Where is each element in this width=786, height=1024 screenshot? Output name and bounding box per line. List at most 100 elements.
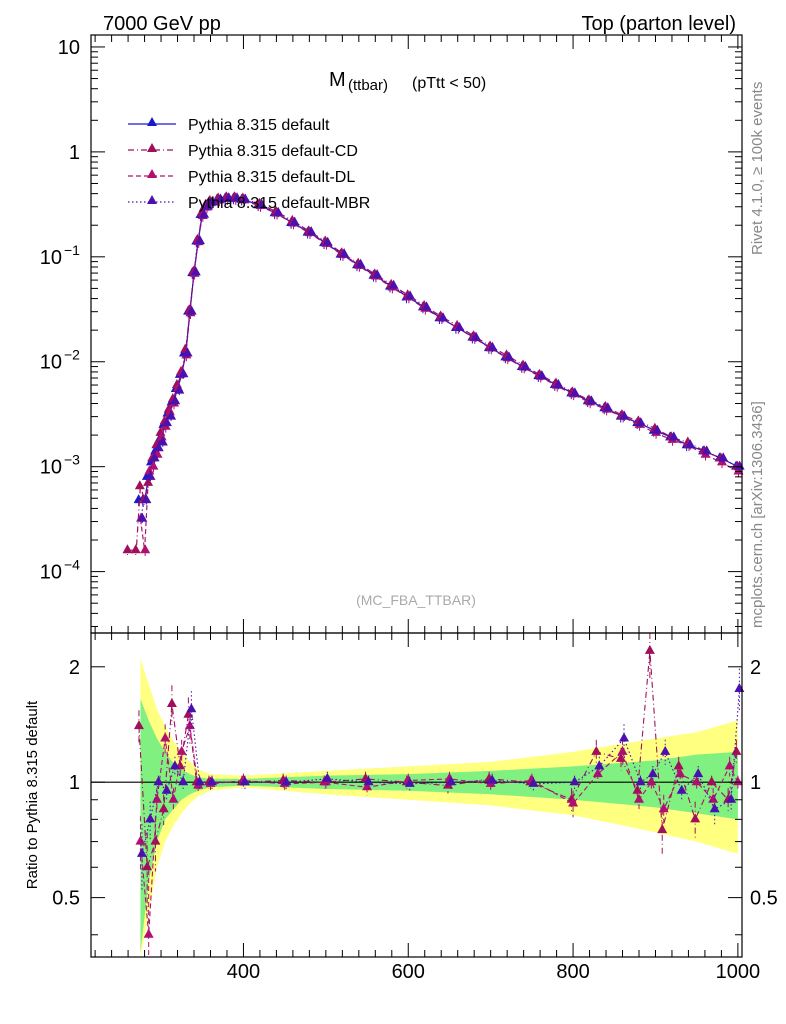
- data-point: [130, 544, 141, 554]
- ratio-data-point: [619, 732, 630, 742]
- ratio-data-point: [363, 776, 374, 786]
- plot-title-main: M: [329, 69, 346, 91]
- ratio-data-point: [675, 768, 686, 778]
- ratio-plot-frame: [90, 632, 743, 958]
- data-point: [405, 290, 416, 300]
- series-line-mbr: [139, 197, 739, 519]
- data-point: [232, 192, 243, 202]
- ratio-data-point: [184, 720, 195, 730]
- ratio-data-point: [658, 803, 669, 813]
- ratio-uncertainty-band-outer: [140, 658, 738, 957]
- main-y-tick-exponent: −2: [64, 347, 80, 363]
- legend-entry-default: Pythia 8.315 default: [128, 117, 330, 134]
- ratio-data-point: [176, 745, 187, 755]
- ratio-data-point: [281, 776, 292, 786]
- ratio-data-point: [133, 720, 144, 730]
- data-point: [178, 368, 189, 378]
- data-point: [256, 198, 267, 208]
- legend-label-mbr: Pythia 8.315 default-MBR: [188, 195, 370, 212]
- ratio-data-point: [169, 760, 180, 770]
- ratio-data-point: [362, 781, 373, 791]
- legend-entry-mbr: Pythia 8.315 default-MBR: [128, 195, 370, 212]
- ratio-data-point: [445, 776, 456, 786]
- data-point: [652, 424, 663, 434]
- data-point: [454, 321, 465, 331]
- ratio-data-point: [194, 776, 205, 786]
- ratio-series-mbr: [136, 668, 745, 891]
- main-y-tick-label: 10: [40, 352, 62, 374]
- legend-marker-cd: [147, 143, 157, 152]
- data-point: [355, 258, 366, 268]
- data-point: [144, 465, 155, 475]
- ratio-data-point: [635, 776, 646, 786]
- ratio-data-point: [145, 813, 156, 823]
- data-point: [520, 361, 531, 371]
- rivet-side-label: Rivet 4.1.0, ≥ 100k events: [749, 82, 766, 255]
- data-point: [223, 192, 234, 202]
- mcplots-side-label: mcplots.cern.ch [arXiv:1306.3436]: [749, 401, 766, 628]
- data-point: [289, 216, 300, 226]
- data-point: [553, 379, 564, 389]
- ratio-data-point: [693, 768, 704, 778]
- data-point: [306, 226, 317, 236]
- data-point: [190, 266, 201, 276]
- legend: Pythia 8.315 default Pythia 8.315 defaul…: [128, 117, 370, 212]
- ratio-y-tick-label: 1: [69, 772, 80, 794]
- ratio-data-point: [732, 776, 743, 786]
- series-mbr: [137, 192, 745, 525]
- ratio-data-point: [528, 777, 539, 787]
- main-y-tick-label: 10: [40, 562, 62, 584]
- ratio-data-point: [151, 793, 162, 803]
- data-point: [137, 512, 148, 522]
- main-y-tick-label: 10: [40, 457, 62, 479]
- plot-title-sub: (ttbar): [348, 77, 388, 94]
- legend-label-default: Pythia 8.315 default: [188, 117, 330, 134]
- main-y-tick-label: 1: [69, 142, 80, 164]
- legend-marker-dl: [147, 169, 157, 178]
- data-point: [134, 480, 145, 490]
- ratio-data-point: [708, 793, 719, 803]
- ratio-data-point: [646, 776, 657, 786]
- data-point: [438, 312, 449, 322]
- legend-label-dl: Pythia 8.315 default-DL: [188, 169, 355, 186]
- main-y-tick-exponent: −3: [64, 452, 80, 468]
- data-point: [487, 341, 498, 351]
- data-point: [186, 305, 197, 315]
- ratio-data-point: [322, 772, 333, 782]
- data-point: [140, 544, 151, 554]
- data-point: [668, 431, 679, 441]
- data-point: [240, 193, 251, 203]
- data-point: [619, 410, 630, 420]
- header-right: Top (parton level): [581, 13, 736, 35]
- ratio-x-tick-label: 600: [392, 961, 425, 983]
- data-point: [685, 439, 696, 449]
- ratio-data-point: [632, 784, 643, 794]
- data-point: [156, 431, 167, 441]
- data-point: [602, 402, 613, 412]
- ratio-y-tick-label: 0.5: [52, 888, 80, 910]
- data-point: [153, 442, 164, 452]
- series-line-dl: [139, 198, 739, 551]
- ratio-data-point: [487, 774, 498, 784]
- legend-marker-mbr: [147, 195, 157, 204]
- header-left: 7000 GeV pp: [103, 13, 221, 35]
- ratio-data-point: [143, 928, 154, 938]
- ratio-data-point: [617, 745, 628, 755]
- data-point: [157, 436, 168, 446]
- data-point: [170, 395, 181, 405]
- data-point: [536, 370, 547, 380]
- ratio-data-point: [142, 861, 153, 871]
- ratio-data-point: [676, 784, 687, 794]
- legend-label-cd: Pythia 8.315 default-CD: [188, 143, 358, 160]
- ratio-line-cd: [138, 650, 737, 868]
- ratio-data-point: [660, 745, 671, 755]
- ratio-data-point: [731, 745, 742, 755]
- ratio-data-point: [160, 732, 171, 742]
- ratio-line-dl: [139, 726, 739, 935]
- ratio-data-point: [647, 768, 658, 778]
- ratio-data-point: [724, 760, 735, 770]
- data-point: [339, 248, 350, 258]
- legend-marker-default: [147, 117, 157, 126]
